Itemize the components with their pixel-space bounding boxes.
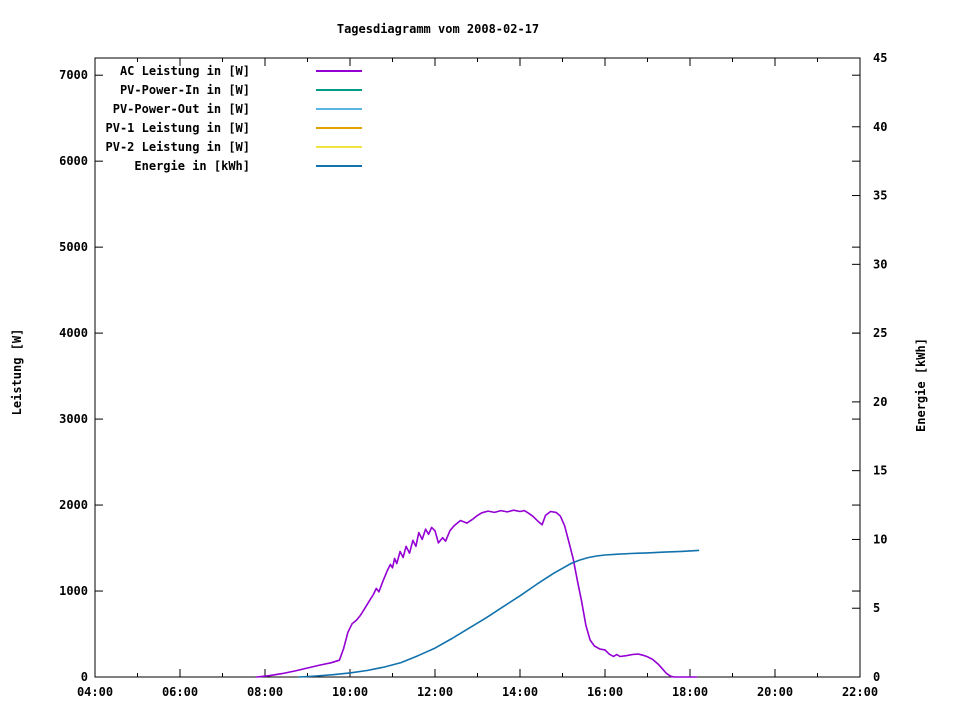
y2-tick-label: 45 bbox=[873, 51, 887, 65]
y2-tick-label: 0 bbox=[873, 670, 880, 684]
x-tick-label: 14:00 bbox=[502, 685, 538, 699]
legend-label: PV-1 Leistung in [W] bbox=[106, 121, 251, 135]
legend-label: Energie in [kWh] bbox=[134, 159, 250, 173]
x-tick-label: 22:00 bbox=[842, 685, 878, 699]
y2-tick-label: 15 bbox=[873, 464, 887, 478]
legend-label: PV-2 Leistung in [W] bbox=[106, 140, 251, 154]
x-tick-label: 18:00 bbox=[672, 685, 708, 699]
x-tick-label: 12:00 bbox=[417, 685, 453, 699]
y1-tick-label: 7000 bbox=[59, 68, 88, 82]
y1-tick-label: 0 bbox=[81, 670, 88, 684]
y2-tick-label: 5 bbox=[873, 601, 880, 615]
x-tick-label: 06:00 bbox=[162, 685, 198, 699]
x-tick-label: 08:00 bbox=[247, 685, 283, 699]
y1-tick-label: 5000 bbox=[59, 240, 88, 254]
y1-tick-label: 4000 bbox=[59, 326, 88, 340]
series-energie-in-kwh bbox=[298, 549, 700, 678]
legend-label: AC Leistung in [W] bbox=[120, 64, 250, 78]
legend-label: PV-Power-In in [W] bbox=[120, 83, 250, 97]
chart-title: Tagesdiagramm vom 2008-02-17 bbox=[336, 22, 540, 36]
y1-tick-label: 3000 bbox=[59, 412, 88, 426]
x-tick-label: 20:00 bbox=[757, 685, 793, 699]
series-ac-leistung-in-w bbox=[255, 509, 698, 678]
y2-tick-label: 20 bbox=[873, 395, 887, 409]
y2-axis-title: Energie [kWh] bbox=[914, 338, 928, 432]
x-tick-label: 04:00 bbox=[77, 685, 113, 699]
x-tick-label: 16:00 bbox=[587, 685, 623, 699]
y2-tick-label: 25 bbox=[873, 326, 887, 340]
y2-tick-label: 35 bbox=[873, 189, 887, 203]
y1-tick-label: 1000 bbox=[59, 584, 88, 598]
y1-tick-label: 6000 bbox=[59, 154, 88, 168]
x-tick-label: 10:00 bbox=[332, 685, 368, 699]
y1-tick-label: 2000 bbox=[59, 498, 88, 512]
y2-tick-label: 30 bbox=[873, 257, 887, 271]
legend-label: PV-Power-Out in [W] bbox=[113, 102, 250, 116]
y1-axis-title: Leistung [W] bbox=[10, 328, 24, 416]
y2-tick-label: 40 bbox=[873, 120, 887, 134]
y2-tick-label: 10 bbox=[873, 532, 887, 546]
